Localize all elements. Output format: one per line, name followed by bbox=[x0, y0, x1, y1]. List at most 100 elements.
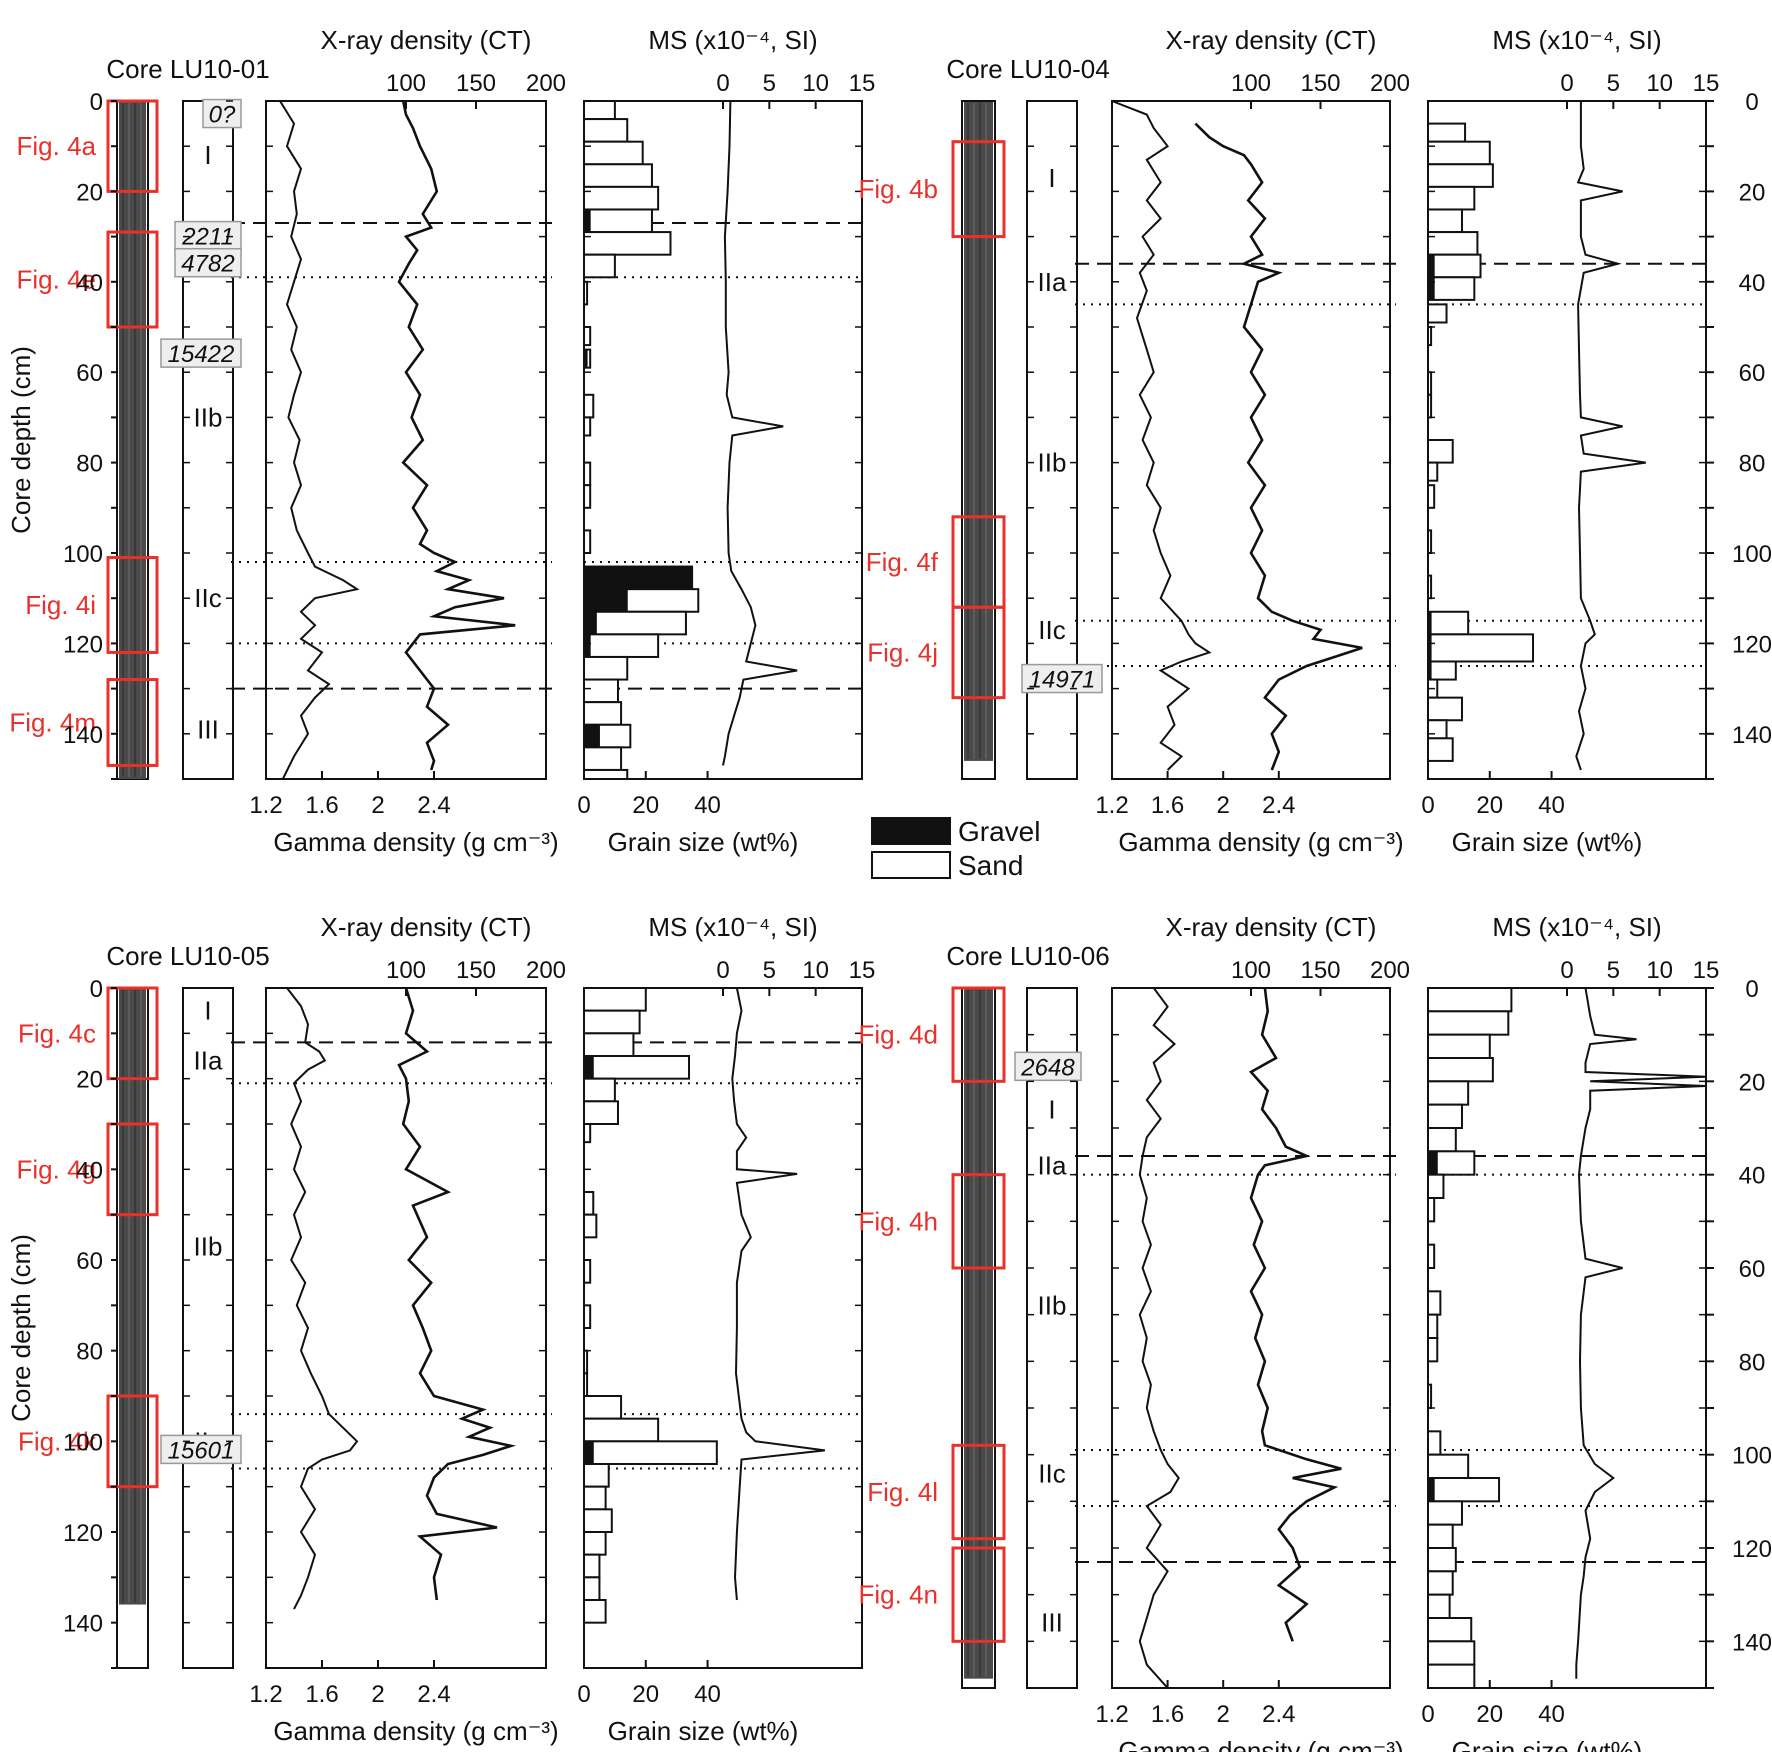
panel-core-lu10-06: Core LU10-06 Fig. 4d Fig. 4h Fig. 4l Fig. 4n… bbox=[859, 912, 1772, 1752]
density-frame bbox=[265, 100, 547, 780]
gravel-bar bbox=[583, 724, 600, 748]
unit-label: IIa bbox=[194, 1046, 223, 1076]
units-frame bbox=[182, 100, 234, 780]
age-box bbox=[160, 338, 242, 368]
sand-bar bbox=[1427, 696, 1463, 722]
sand-bar bbox=[1427, 1243, 1436, 1269]
unit-label: IIa bbox=[1038, 1150, 1067, 1180]
age-label: 15422 bbox=[168, 341, 235, 368]
xray-tick-label: 150 bbox=[1300, 70, 1340, 97]
grain-tick-label: 40 bbox=[694, 792, 721, 819]
sand-bar bbox=[1427, 208, 1463, 234]
grain-tick-label: 40 bbox=[1538, 1701, 1565, 1728]
ms-tick-label: 5 bbox=[763, 70, 776, 97]
sand-bar bbox=[583, 655, 629, 681]
sand-bar bbox=[583, 1463, 610, 1488]
unit-label: III bbox=[1041, 1608, 1063, 1638]
ms-axis-title: MS (x10⁻⁴, SI) bbox=[648, 25, 817, 55]
core-title: Core LU10-04 bbox=[946, 54, 1109, 84]
fig-ref-label: Fig. 4k bbox=[18, 1426, 97, 1456]
ms-curve bbox=[1575, 987, 1707, 1679]
ms-tick-label: 10 bbox=[1646, 957, 1673, 984]
xray-axis-title: X-ray density (CT) bbox=[1166, 912, 1377, 942]
xray-tick-label: 200 bbox=[1370, 957, 1410, 984]
xray-density-curve bbox=[1248, 987, 1342, 1642]
depth-tick-label: 40 bbox=[76, 1157, 103, 1184]
depth-tick-label: 120 bbox=[63, 631, 103, 658]
sand-bar bbox=[583, 1304, 592, 1330]
xray-tick-label: 100 bbox=[386, 957, 426, 984]
sand-bar bbox=[583, 1440, 718, 1466]
unit-label: I bbox=[1048, 163, 1055, 193]
gamma-tick-label: 2.4 bbox=[417, 792, 450, 819]
legend-gravel-label: Gravel bbox=[958, 816, 1040, 847]
unit-label: III bbox=[197, 714, 219, 744]
sand-bar bbox=[583, 610, 687, 636]
sand-bar bbox=[583, 118, 629, 143]
sand-bar bbox=[583, 208, 653, 234]
sand-bar bbox=[583, 1077, 616, 1103]
depth-tick-label: 100 bbox=[63, 1429, 103, 1456]
depth-tick-label: 0 bbox=[90, 89, 103, 116]
fig-ref-label: Fig. 4f bbox=[866, 547, 939, 577]
ms-tick-label: 5 bbox=[763, 957, 776, 984]
grain-frame bbox=[1427, 100, 1707, 780]
gamma-tick-label: 2.4 bbox=[1262, 1701, 1295, 1728]
unit-label: IIb bbox=[194, 402, 223, 432]
unit-label: I bbox=[1048, 1094, 1055, 1124]
fig-ref-label: Fig. 4h bbox=[859, 1206, 939, 1236]
depth-tick-label: 140 bbox=[1732, 1629, 1772, 1656]
sand-bar bbox=[583, 280, 589, 306]
xray-tick-label: 200 bbox=[526, 70, 566, 97]
gamma-tick-label: 1.2 bbox=[249, 792, 282, 819]
sand-bar bbox=[1427, 633, 1535, 663]
depth-axis-label: Core depth (cm) bbox=[6, 346, 36, 534]
gravel-bar bbox=[583, 208, 591, 233]
fig-ref-box bbox=[106, 1394, 159, 1489]
gravel-bar bbox=[1427, 660, 1432, 681]
gravel-bar bbox=[583, 349, 588, 369]
gravel-bar bbox=[1427, 276, 1435, 301]
sand-bar bbox=[1427, 371, 1433, 396]
sand-bar bbox=[1427, 1383, 1433, 1409]
sand-bar bbox=[1427, 1313, 1439, 1339]
sand-bar bbox=[1427, 529, 1433, 555]
sand-bar bbox=[1427, 574, 1433, 600]
ms-axis-title: MS (x10⁻⁴, SI) bbox=[648, 912, 817, 942]
grain-tick-label: 40 bbox=[694, 1681, 721, 1708]
gravel-bar bbox=[1427, 611, 1432, 635]
fig-ref-box bbox=[951, 986, 1006, 1083]
fig-ref-box bbox=[106, 986, 159, 1081]
sand-bar bbox=[583, 1100, 619, 1126]
xray-axis-title: X-ray density (CT) bbox=[321, 912, 532, 942]
gamma-density-curve bbox=[286, 987, 359, 1610]
age-box bbox=[174, 220, 242, 251]
gamma-tick-label: 2 bbox=[371, 792, 384, 819]
sand-bar bbox=[583, 1372, 589, 1398]
gamma-tick-label: 1.6 bbox=[1151, 792, 1184, 819]
sand-bar bbox=[583, 768, 629, 781]
ms-axis-title: MS (x10⁻⁴, SI) bbox=[1492, 25, 1661, 55]
sand-bar bbox=[1427, 484, 1436, 509]
sand-bar bbox=[583, 1009, 641, 1035]
sand-bar bbox=[1427, 140, 1491, 166]
depth-tick-label: 140 bbox=[63, 722, 103, 749]
sand-bar bbox=[1427, 185, 1476, 211]
sand-bar bbox=[1427, 1617, 1473, 1643]
unit-label: IIc bbox=[1038, 1458, 1065, 1488]
fig-ref-box bbox=[951, 1443, 1006, 1541]
gravel-bar bbox=[583, 588, 628, 613]
sand-bar bbox=[1427, 1570, 1454, 1596]
sand-bar bbox=[583, 1417, 660, 1443]
grain-tick-label: 0 bbox=[1421, 1701, 1434, 1728]
sand-bar bbox=[1427, 1500, 1463, 1526]
sand-bar bbox=[1427, 1523, 1454, 1549]
depth-tick-label: 40 bbox=[1739, 270, 1766, 297]
sand-bar bbox=[583, 1032, 635, 1058]
grain-tick-label: 0 bbox=[577, 1681, 590, 1708]
depth-tick-label: 20 bbox=[76, 179, 103, 206]
sand-bar bbox=[1427, 231, 1479, 256]
sand-bar bbox=[1427, 719, 1448, 740]
units-frame bbox=[182, 987, 234, 1669]
unit-label: I bbox=[204, 140, 211, 170]
